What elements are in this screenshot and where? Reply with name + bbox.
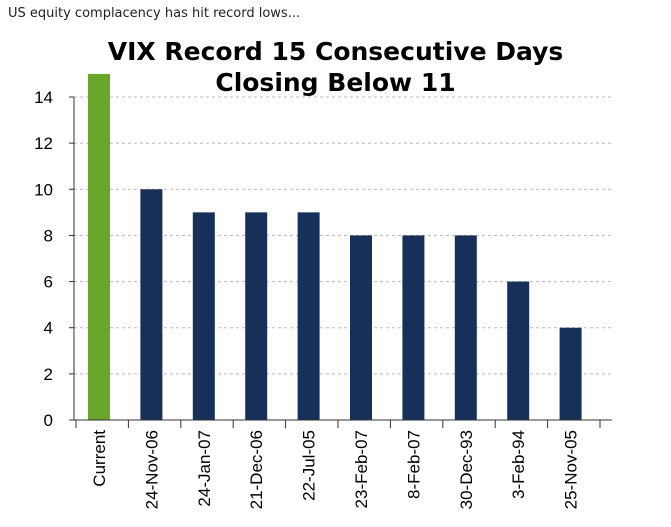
x-category-label: Current — [90, 430, 109, 487]
bar-25-nov-05 — [559, 327, 582, 420]
x-category-label: 22-Jul-05 — [300, 430, 319, 501]
x-category-label: 24-Nov-06 — [142, 430, 161, 509]
y-tick-label: 10 — [34, 180, 53, 199]
y-tick-label: 8 — [44, 226, 53, 245]
chart-caption: US equity complacency has hit record low… — [8, 6, 301, 21]
x-category-label: 25-Nov-05 — [562, 430, 581, 509]
x-category-label: 21-Dec-06 — [247, 430, 266, 509]
y-tick-label: 12 — [34, 134, 53, 153]
chart-title-line-1: VIX Record 15 Consecutive Days — [107, 37, 564, 66]
bar-22-jul-05 — [297, 212, 320, 420]
bar-30-dec-93 — [454, 235, 477, 420]
bar-8-feb-07 — [402, 235, 425, 420]
bar-24-jan-07 — [192, 212, 215, 420]
y-tick-label: 14 — [34, 88, 53, 107]
chart-title-line-2: Closing Below 11 — [215, 68, 456, 97]
x-category-label: 23-Feb-07 — [352, 430, 371, 508]
y-tick-label: 6 — [44, 273, 53, 292]
bar-3-feb-94 — [507, 281, 530, 420]
x-category-label: 30-Dec-93 — [457, 430, 476, 509]
bar-24-nov-06 — [140, 189, 163, 420]
bar-current — [88, 73, 110, 420]
x-category-label: 8-Feb-07 — [404, 430, 423, 499]
x-category-label: 3-Feb-94 — [509, 430, 528, 499]
y-tick-label: 4 — [44, 319, 53, 338]
bar-21-dec-06 — [245, 212, 268, 420]
x-category-label: 24-Jan-07 — [195, 430, 214, 507]
bar-23-feb-07 — [350, 235, 372, 420]
y-tick-label: 0 — [44, 411, 53, 430]
chart-title: VIX Record 15 Consecutive Days Closing B… — [0, 36, 671, 98]
y-tick-label: 2 — [44, 365, 53, 384]
